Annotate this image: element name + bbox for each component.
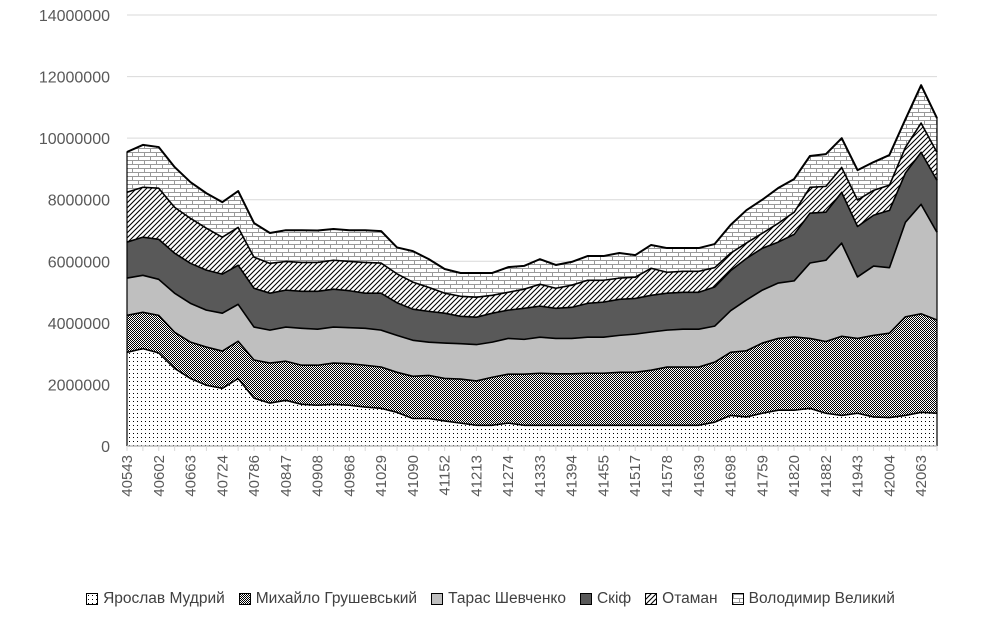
x-tick-label: 42004 xyxy=(881,455,898,497)
y-tick-label: 4000000 xyxy=(48,316,110,333)
x-tick-label: 41943 xyxy=(850,455,867,497)
x-tick-label: 41820 xyxy=(786,455,803,497)
legend-label: Володимир Великий xyxy=(748,590,895,607)
legend-swatch xyxy=(238,593,251,605)
series-line-6 xyxy=(126,84,938,274)
x-tick-label: 41455 xyxy=(595,455,612,497)
legend-item: Володимир Великий xyxy=(731,590,895,608)
y-tick-label: 2000000 xyxy=(48,377,110,394)
legend-item: Отаман xyxy=(645,590,718,608)
x-tick-label: 41517 xyxy=(627,455,644,497)
x-tick-label: 41274 xyxy=(500,455,517,497)
legend-item: Скіф xyxy=(579,590,632,608)
x-tick-label: 40663 xyxy=(183,455,200,497)
x-tick-label: 41882 xyxy=(818,455,835,497)
x-tick-label: 42063 xyxy=(913,455,930,497)
x-tick-label: 41698 xyxy=(723,455,740,497)
legend-swatch xyxy=(431,593,444,605)
legend-swatch xyxy=(86,593,99,605)
x-tick-label: 41759 xyxy=(754,455,771,497)
x-tick-label: 41213 xyxy=(468,455,485,497)
x-tick-label: 41578 xyxy=(659,455,676,497)
x-tick-label: 40602 xyxy=(151,455,168,497)
y-tick-label: 6000000 xyxy=(48,254,110,271)
x-tick-label: 40724 xyxy=(214,455,231,497)
y-tick-label: 12000000 xyxy=(39,70,110,87)
x-tick-label: 40968 xyxy=(341,455,358,497)
legend-label: Михайло Грушевський xyxy=(255,590,418,607)
x-tick-label: 41090 xyxy=(405,455,422,497)
x-tick-label: 41333 xyxy=(532,455,549,497)
y-tick-label: 0 xyxy=(101,439,110,456)
x-tick-label: 41152 xyxy=(437,455,454,496)
legend-label: Скіф xyxy=(596,590,632,607)
legend-item: Ярослав Мудрий xyxy=(86,590,225,608)
legend-swatch xyxy=(579,593,592,605)
x-tick-label: 41394 xyxy=(564,455,581,497)
legend-item: Михайло Грушевський xyxy=(238,590,418,608)
y-tick-label: 10000000 xyxy=(39,131,110,148)
x-tick-label: 40786 xyxy=(246,455,263,497)
legend-swatch xyxy=(645,593,658,605)
x-tick-label: 41029 xyxy=(373,455,390,497)
legend-label: Отаман xyxy=(662,590,718,607)
y-tick-label: 14000000 xyxy=(39,8,110,25)
x-tick-label: 40908 xyxy=(310,455,327,497)
y-tick-label: 8000000 xyxy=(48,193,110,210)
legend-swatch xyxy=(731,593,744,605)
legend-item: Тарас Шевченко xyxy=(431,590,566,608)
x-tick-label: 41639 xyxy=(691,455,708,497)
legend-label: Тарас Шевченко xyxy=(448,590,566,607)
x-tick-label: 40543 xyxy=(119,455,136,497)
legend-label: Ярослав Мудрий xyxy=(103,590,225,607)
chart-legend: Ярослав Мудрий Михайло Грушевський Тарас Ш… xyxy=(0,590,981,608)
x-tick-label: 40847 xyxy=(278,455,295,497)
